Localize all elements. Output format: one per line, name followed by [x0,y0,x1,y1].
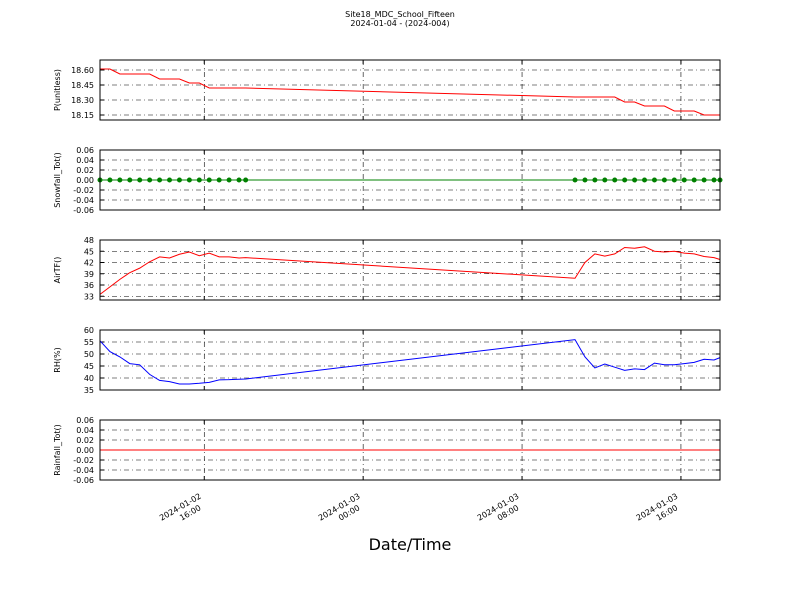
data-point [107,177,113,183]
data-point [216,177,222,183]
y-tick-label: 18.45 [71,81,94,90]
data-point [226,177,232,183]
y-axis-label: Rainfall_Tot() [53,424,62,476]
y-tick-label: 0.02 [76,166,94,175]
y-tick-label: 0.02 [76,436,94,445]
y-tick-label: 0.00 [76,176,94,185]
y-axis-label: Snowfall_Tot() [53,152,62,208]
data-point [651,177,657,183]
y-tick-label: -0.02 [73,186,94,195]
y-tick-label: -0.02 [73,456,94,465]
data-point [661,177,667,183]
data-point [167,177,173,183]
y-tick-label: 33 [84,292,94,301]
x-axis-label: Date/Time [369,535,452,554]
y-tick-label: -0.06 [73,206,94,215]
data-point [642,177,648,183]
data-point [243,177,249,183]
data-point [691,177,697,183]
y-tick-label: -0.06 [73,476,94,485]
y-axis-label: RH(%) [53,347,62,372]
data-point [186,177,192,183]
data-point [176,177,182,183]
data-point [701,177,707,183]
data-point [117,177,123,183]
data-point [582,177,588,183]
y-tick-label: 0.00 [76,446,94,455]
y-tick-label: 18.60 [71,66,94,75]
data-point [127,177,133,183]
y-tick-label: 35 [84,386,94,395]
chart-subtitle: 2024-01-04 - (2024-004) [350,19,449,28]
data-point [632,177,638,183]
data-point [671,177,677,183]
plot-frame [99,329,721,391]
data-line [100,68,720,116]
data-point [592,177,598,183]
y-tick-label: 45 [84,247,94,256]
data-point [572,177,578,183]
data-point [157,177,163,183]
y-tick-label: 50 [84,350,94,359]
y-tick-label: 42 [84,259,94,268]
plot-frame [99,419,721,481]
y-tick-label: 0.04 [76,156,94,165]
y-tick-label: 0.06 [76,146,94,155]
y-tick-label: 36 [84,281,94,290]
y-tick-label: 48 [84,236,94,245]
y-tick-label: 18.30 [71,96,94,105]
data-point [711,177,717,183]
y-tick-label: 55 [84,338,94,347]
plot-frame [99,59,721,121]
y-axis-label: AirTF() [53,257,62,284]
y-tick-label: 40 [84,374,94,383]
plot-frame [99,149,721,211]
plot-frame [99,239,721,301]
y-tick-label: 39 [84,270,94,279]
chart-title: Site18_MDC_School_Fifteen [345,10,455,19]
data-point [196,177,202,183]
y-tick-label: -0.04 [73,196,94,205]
data-point [612,177,618,183]
data-point [602,177,608,183]
data-point [681,177,687,183]
y-axis-label: P(unitless) [53,69,62,111]
data-point [236,177,242,183]
y-tick-label: -0.04 [73,466,94,475]
y-tick-label: 18.15 [71,111,94,120]
data-point [147,177,153,183]
data-line [99,246,721,295]
data-point [206,177,212,183]
y-tick-label: 45 [84,362,94,371]
y-tick-label: 0.04 [76,426,94,435]
y-tick-label: 60 [84,326,94,335]
data-line [99,339,721,385]
data-point [137,177,143,183]
y-tick-label: 0.06 [76,416,94,425]
data-point [622,177,628,183]
